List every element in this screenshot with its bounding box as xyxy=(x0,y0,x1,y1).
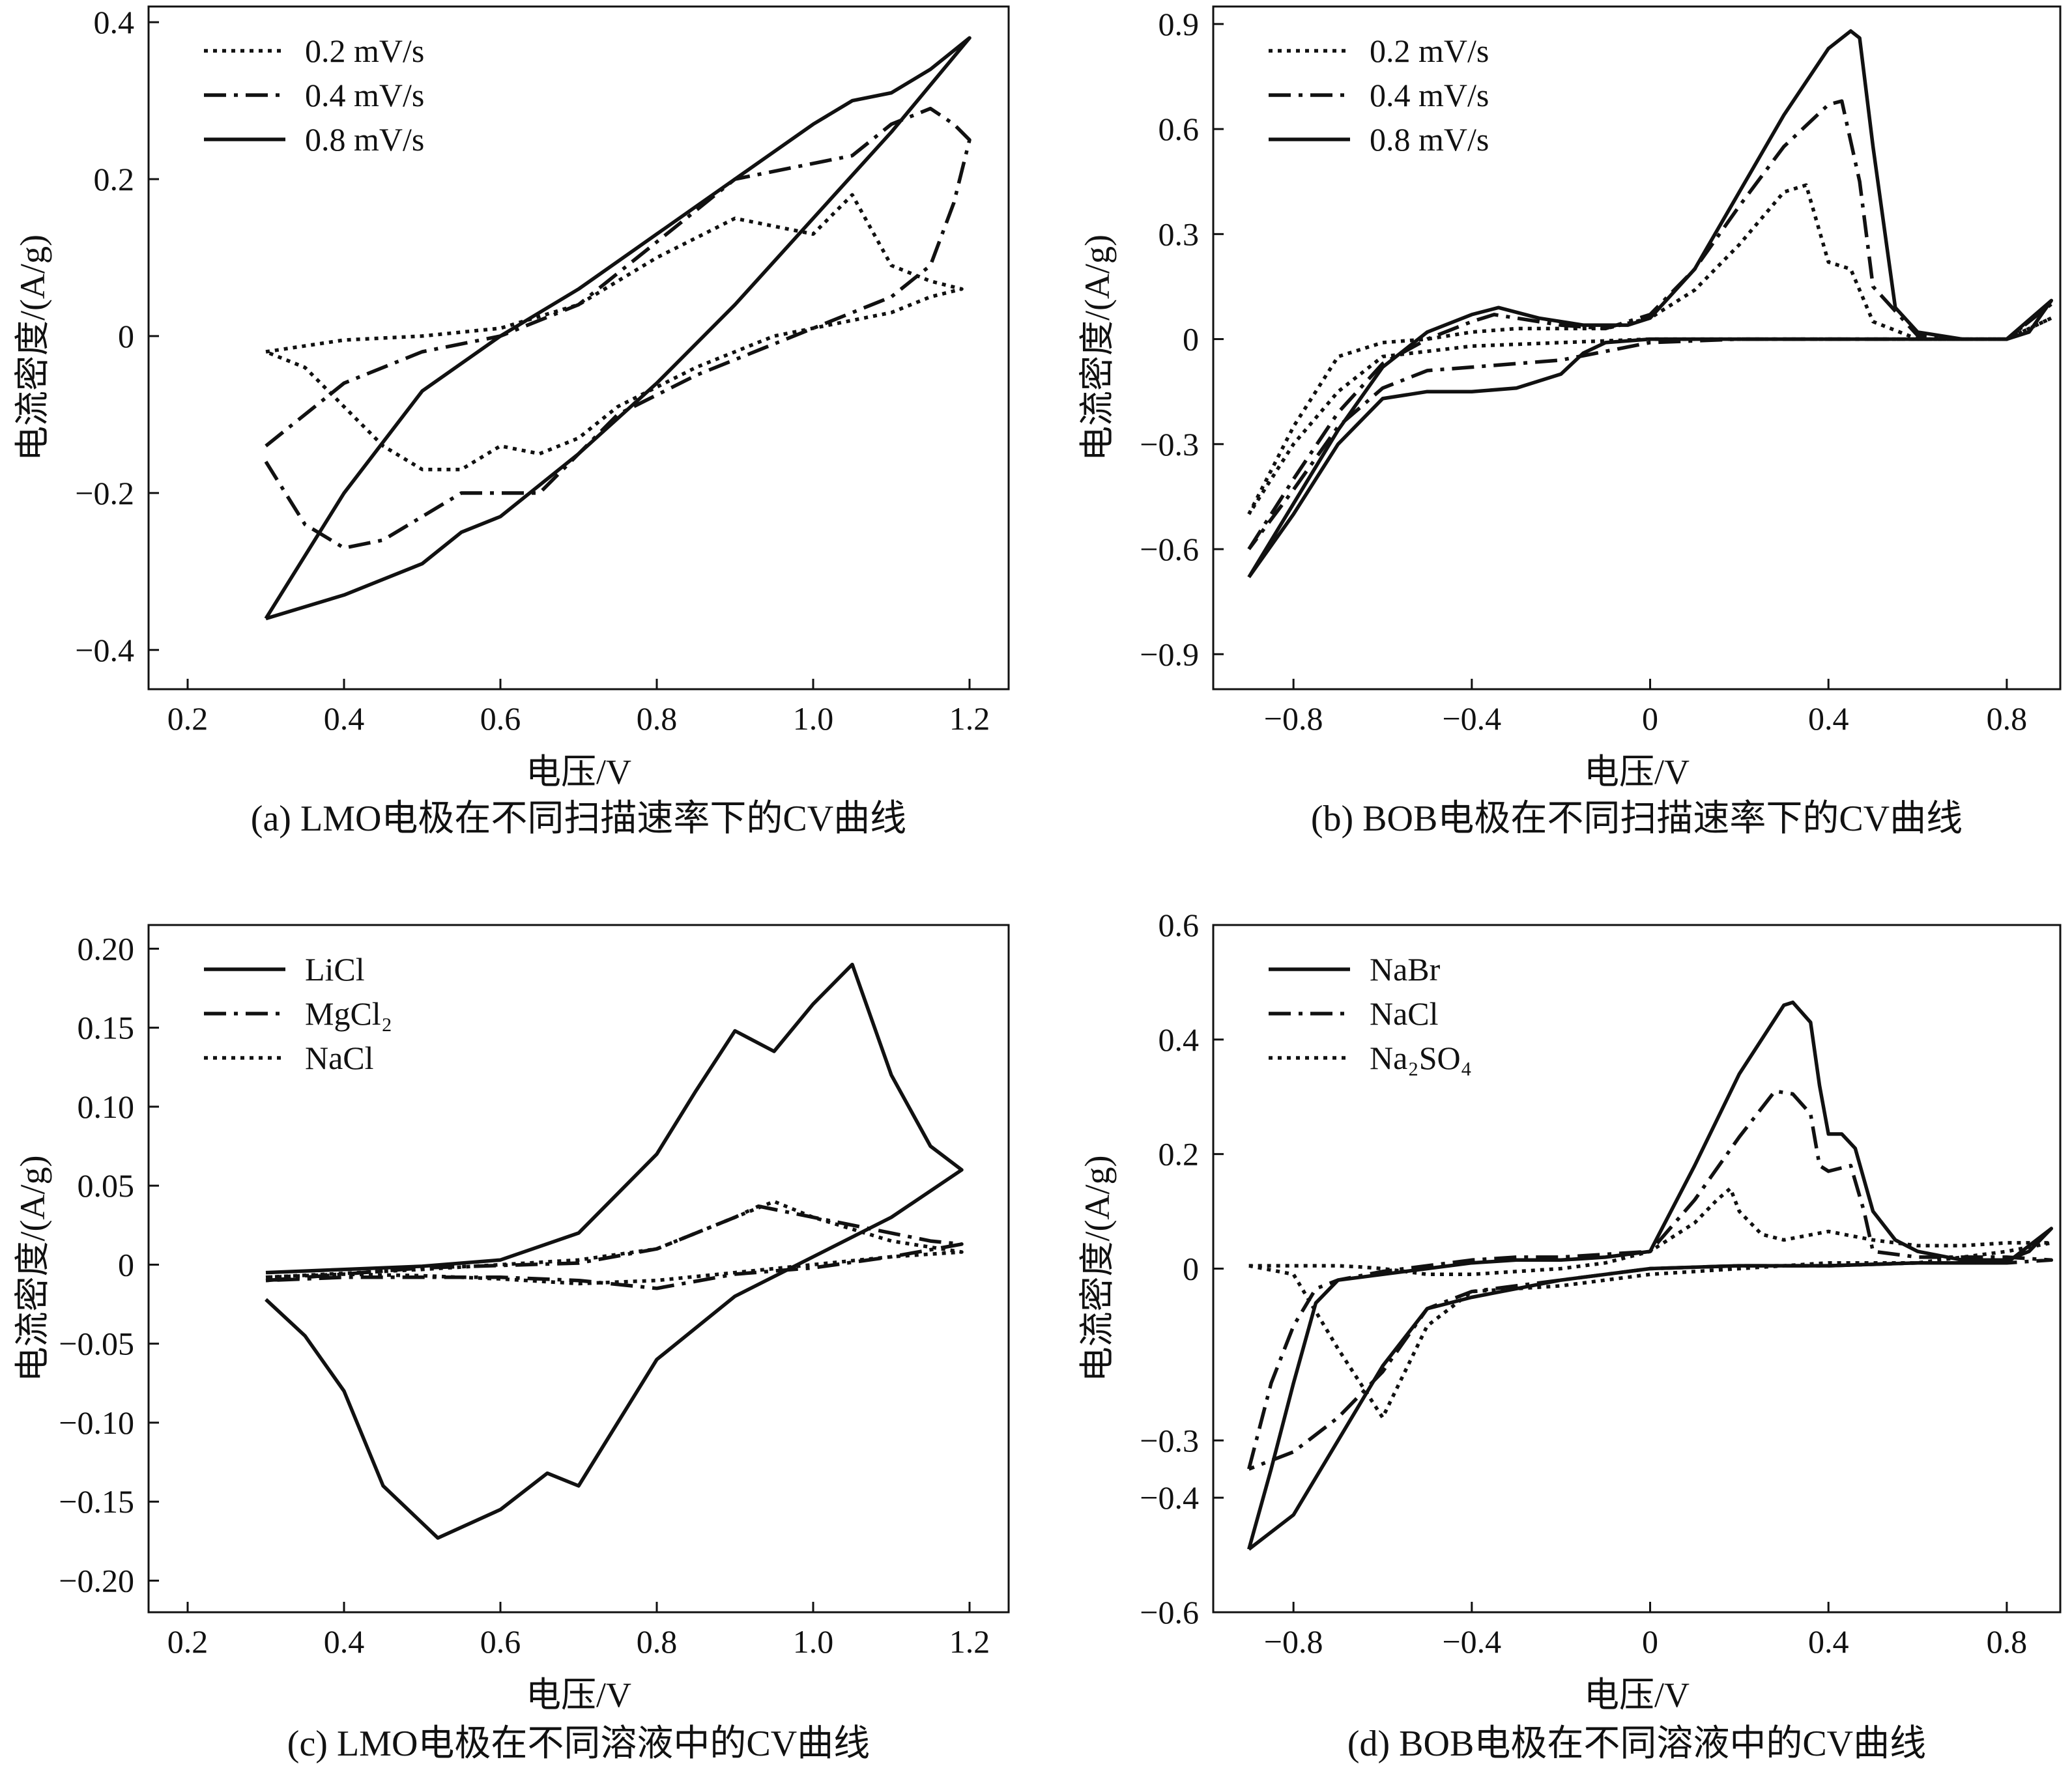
y-tick-label: 0.15 xyxy=(78,1010,135,1046)
series-dashdot-curve xyxy=(1247,1089,2054,1471)
legend-label: 0.2 mV/s xyxy=(1370,33,1489,69)
y-tick-label: 0.4 xyxy=(1158,1021,1200,1058)
panel-caption: (d) BOB电极在不同溶液中的CV曲线 xyxy=(1347,1724,1926,1764)
x-tick-label: 0.2 xyxy=(167,1623,209,1660)
y-tick-label: −0.9 xyxy=(1140,636,1199,672)
panel-d: −0.8 −0.4 0 0.4 0.8 −0.6 −0.4 −0.3 0 0.2 0.4 0.6 电压/… xyxy=(1078,907,2062,1764)
x-tick-label: 0.8 xyxy=(1987,700,2028,737)
y-tick-label: −0.3 xyxy=(1140,1422,1199,1459)
y-tick-label: −0.20 xyxy=(59,1562,134,1599)
x-tick-label: −0.8 xyxy=(1264,700,1323,737)
y-tick-label: 0.10 xyxy=(78,1089,135,1125)
y-tick-label: −0.3 xyxy=(1140,426,1199,463)
legend-label: NaCl xyxy=(305,1040,374,1076)
legend: 0.2 mV/s 0.4 mV/s 0.8 mV/s xyxy=(1269,33,1489,158)
x-axis-label: 电压/V xyxy=(526,752,631,791)
y-tick-label: −0.6 xyxy=(1140,1594,1199,1630)
legend-label: 0.4 mV/s xyxy=(305,77,424,113)
panel-a: 0.2 0.4 0.6 0.8 1.0 1.2 −0.4 −0.2 0 0.2 0.4 电压/V 电流密… xyxy=(13,4,1010,839)
legend-label: 0.8 mV/s xyxy=(305,121,424,158)
series-dotted-curve xyxy=(1248,1186,2054,1419)
x-tick-label: 0.8 xyxy=(1987,1623,2028,1660)
x-axis-label: 电压/V xyxy=(1584,1675,1690,1715)
legend-label: NaBr xyxy=(1370,951,1441,988)
x-tick-label: 0 xyxy=(1642,1623,1658,1660)
y-tick-label: 0 xyxy=(1183,321,1199,358)
x-tick-label: 0.2 xyxy=(167,700,209,737)
legend: NaBr NaCl Na₂SO₄ xyxy=(1269,951,1472,1076)
series-solid-curve xyxy=(1247,1000,2054,1551)
x-tick-label: 1.2 xyxy=(949,700,990,737)
series-dotted-curve xyxy=(265,1199,964,1286)
y-tick-label: 0.2 xyxy=(94,161,135,197)
y-axis-label: 电流密度/(A/g) xyxy=(1078,235,1117,461)
series-dashdot-curve xyxy=(264,106,971,550)
panel-b: −0.8 −0.4 0 0.4 0.8 −0.9 −0.6 −0.3 0 0.3 0.6 0.9 电压/… xyxy=(1078,5,2062,839)
panel-caption: (b) BOB电极在不同扫描速率下的CV曲线 xyxy=(1311,799,1963,839)
x-tick-label: −0.4 xyxy=(1442,700,1501,737)
plot-frame xyxy=(1212,5,2062,690)
y-tick-label: −0.10 xyxy=(59,1404,134,1441)
panel-c: 0.2 0.4 0.6 0.8 1.0 1.2 −0.20 −0.15 −0.10 −0.05 0 0… xyxy=(13,924,1010,1764)
y-tick-label: 0 xyxy=(1183,1251,1199,1287)
panel-caption: (c) LMO电极在不同溶液中的CV曲线 xyxy=(287,1724,870,1764)
y-tick-label: 0 xyxy=(118,318,134,354)
x-tick-label: 0.8 xyxy=(637,700,678,737)
y-tick-label: 0.3 xyxy=(1158,216,1200,252)
legend-label: LiCl xyxy=(305,951,365,988)
legend-label: 0.4 mV/s xyxy=(1370,77,1489,113)
y-tick-label: 0 xyxy=(118,1246,134,1283)
x-tick-label: 0.4 xyxy=(1808,1623,1849,1660)
y-tick-label: −0.15 xyxy=(59,1483,134,1520)
y-tick-label: −0.2 xyxy=(75,475,134,511)
plot-frame xyxy=(147,924,1010,1614)
series-solid-curve xyxy=(265,962,964,1540)
y-tick-label: 0.4 xyxy=(94,4,135,40)
series-dotted-curve xyxy=(1247,183,2054,515)
x-axis-label: 电压/V xyxy=(1584,752,1690,791)
y-tick-label: 0.20 xyxy=(78,930,135,967)
y-axis-label: 电流密度/(A/g) xyxy=(1078,1156,1117,1382)
y-tick-label: 0.6 xyxy=(1158,111,1200,147)
y-tick-label: −0.4 xyxy=(75,632,134,668)
x-tick-label: 1.0 xyxy=(793,700,834,737)
series-solid-curve xyxy=(1247,29,2054,578)
y-tick-label: 0.9 xyxy=(1158,6,1200,42)
legend-label: MgCl₂ xyxy=(305,995,392,1032)
x-tick-label: 1.2 xyxy=(949,1623,990,1660)
legend-label: 0.8 mV/s xyxy=(1370,121,1489,158)
plot-frame xyxy=(147,5,1010,690)
y-tick-label: 0.2 xyxy=(1158,1136,1200,1173)
y-tick-label: −0.6 xyxy=(1140,531,1199,567)
legend-label: NaCl xyxy=(1370,995,1439,1032)
x-tick-label: 0.8 xyxy=(637,1623,678,1660)
y-tick-label: −0.05 xyxy=(59,1326,134,1362)
series-dashdot-curve xyxy=(1247,99,2054,550)
x-tick-label: 0 xyxy=(1642,700,1658,737)
x-tick-label: 0.6 xyxy=(480,700,521,737)
y-axis-label: 电流密度/(A/g) xyxy=(13,235,52,461)
x-tick-label: 0.4 xyxy=(1808,700,1849,737)
y-axis-label: 电流密度/(A/g) xyxy=(13,1156,52,1382)
series-dotted-curve xyxy=(265,193,964,472)
x-tick-label: 1.0 xyxy=(793,1623,834,1660)
y-tick-label: −0.4 xyxy=(1140,1479,1199,1516)
legend: 0.2 mV/s 0.4 mV/s 0.8 mV/s xyxy=(204,33,424,158)
x-tick-label: 0.4 xyxy=(324,1623,365,1660)
series-solid-curve xyxy=(264,36,971,621)
legend-label: 0.2 mV/s xyxy=(305,33,424,69)
legend-label: Na₂SO₄ xyxy=(1370,1040,1472,1076)
y-tick-label: 0.6 xyxy=(1158,907,1200,943)
x-tick-label: −0.4 xyxy=(1442,1623,1501,1660)
x-tick-label: 0.4 xyxy=(324,700,365,737)
y-tick-label: 0.05 xyxy=(78,1167,135,1204)
x-tick-label: −0.8 xyxy=(1264,1623,1323,1660)
panel-caption: (a) LMO电极在不同扫描速率下的CV曲线 xyxy=(251,799,906,839)
legend: LiCl MgCl₂ NaCl xyxy=(204,951,392,1076)
x-axis-label: 电压/V xyxy=(526,1675,631,1715)
x-tick-label: 0.6 xyxy=(480,1623,521,1660)
